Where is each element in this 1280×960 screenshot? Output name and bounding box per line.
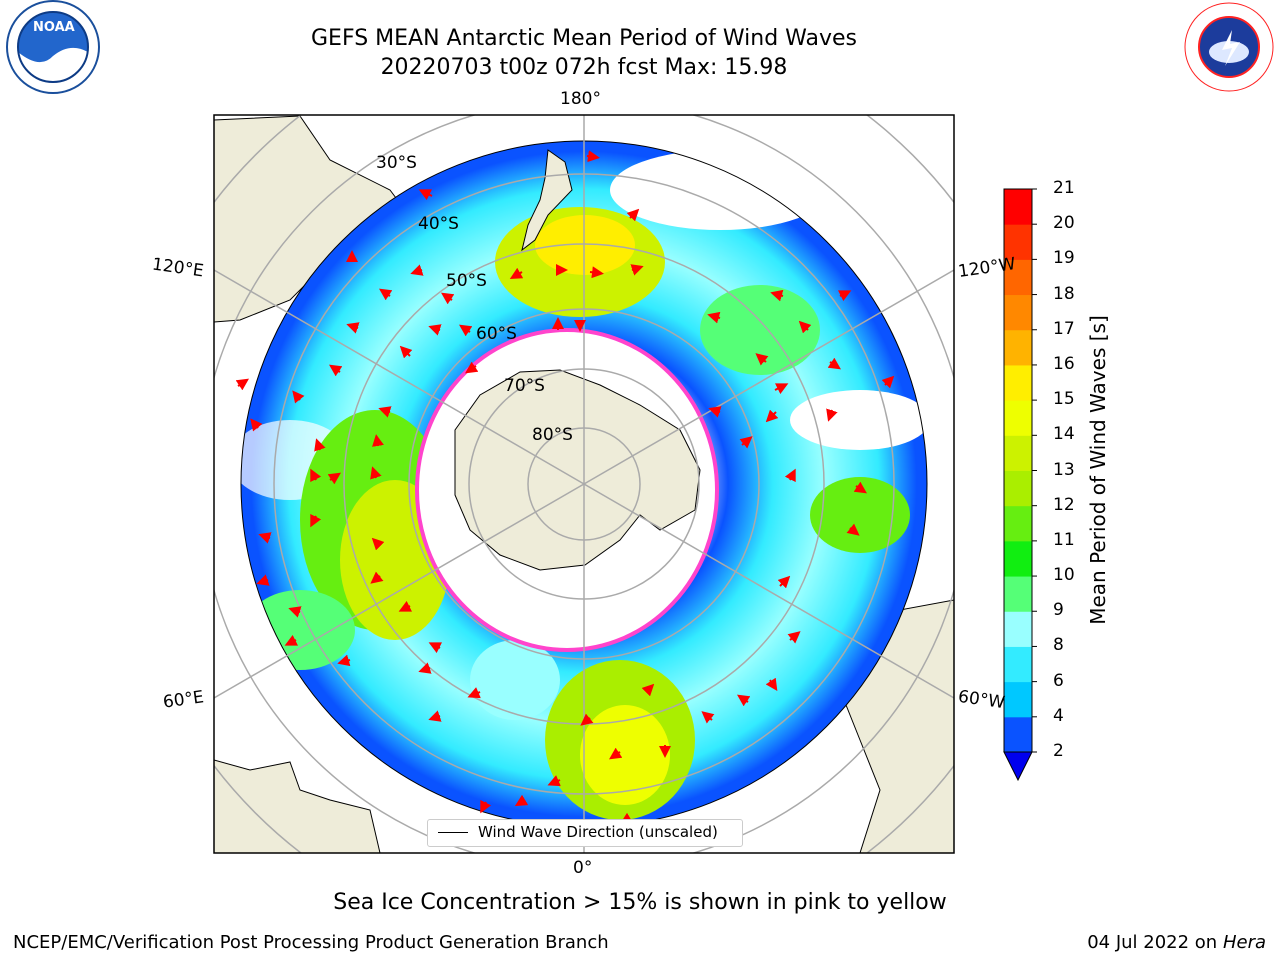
colorbar-segment	[1004, 294, 1032, 331]
lat-label-70s: 70°S	[504, 376, 545, 396]
colorbar-segment	[1004, 576, 1032, 612]
colorbar-extend-triangle	[1003, 751, 1033, 782]
legend-label: Wind Wave Direction (unscaled)	[478, 823, 718, 841]
map-frame	[213, 114, 955, 854]
colorbar-tick-label: 2	[1053, 741, 1064, 761]
colorbar-segment	[1004, 259, 1032, 296]
colorbar-tick-label: 10	[1053, 565, 1075, 586]
lat-label-40s: 40°S	[418, 214, 459, 234]
nws-logo	[1183, 1, 1275, 93]
colorbar-tick-label: 15	[1053, 389, 1075, 410]
colorbar	[1003, 188, 1037, 782]
colorbar-segment	[1004, 505, 1032, 542]
colorbar-tick-label: 17	[1053, 318, 1075, 339]
colorbar-segment	[1004, 435, 1032, 471]
lat-label-60s: 60°S	[476, 324, 517, 344]
footer-host: Hera	[1222, 932, 1266, 953]
colorbar-segment	[1004, 364, 1032, 401]
legend: Wind Wave Direction (unscaled)	[427, 819, 743, 847]
colorbar-tick-label: 6	[1053, 670, 1064, 691]
colorbar-tick-label: 19	[1053, 248, 1075, 269]
colorbar-segment	[1004, 224, 1032, 260]
colorbar-segment	[1004, 540, 1032, 577]
lon-label-180: 180°	[560, 89, 601, 109]
colorbar-tick-label: 8	[1053, 635, 1064, 656]
africa-land	[214, 759, 381, 853]
colorbar-tick-label: 16	[1053, 353, 1075, 374]
colorbar-tick-label: 9	[1053, 600, 1064, 621]
colorbar-tick-label: 18	[1053, 283, 1075, 304]
colorbar-segment	[1004, 470, 1032, 507]
footer-credit: NCEP/EMC/Verification Post Processing Pr…	[13, 932, 609, 953]
lat-label-50s: 50°S	[446, 271, 487, 291]
colorbar-tick-label: 11	[1053, 529, 1075, 550]
colorbar-segment	[1004, 400, 1032, 436]
colorbar-segment	[1004, 646, 1032, 683]
lat-label-80s: 80°S	[532, 425, 573, 445]
colorbar-segment	[1004, 611, 1032, 647]
colorbar-segment	[1004, 716, 1032, 753]
colorbar-tick-label: 20	[1053, 213, 1075, 234]
colorbar-label: Mean Period of Wind Waves [s]	[1086, 315, 1110, 625]
colorbar-segment	[1004, 189, 1032, 225]
colorbar-tick-label: 4	[1053, 705, 1064, 726]
colorbar-tick-label: 14	[1053, 424, 1075, 445]
noaa-logo-text: NOAA	[33, 20, 75, 35]
wind-wave-direction-arrows	[235, 150, 895, 825]
colorbar-tick-label: 21	[1053, 178, 1075, 198]
colorbar-segment	[1004, 681, 1032, 718]
legend-line-sample	[438, 832, 468, 833]
lon-label-0: 0°	[573, 858, 593, 878]
noaa-logo	[6, 0, 100, 94]
antarctica-land	[454, 369, 701, 571]
chart-subtitle: 20220703 t00z 072h fcst Max: 15.98	[380, 55, 788, 80]
colorbar-tick-label: 12	[1053, 494, 1075, 515]
footer-date: 04 Jul 2022 on Hera	[1087, 932, 1266, 953]
footer-date-text: 04 Jul 2022 on	[1087, 932, 1223, 953]
colorbar-tick-label: 13	[1053, 459, 1075, 480]
colorbar-segment	[1004, 329, 1032, 366]
lat-label-30s: 30°S	[376, 153, 417, 173]
chart-title: GEFS MEAN Antarctic Mean Period of Wind …	[311, 26, 857, 51]
graticule	[214, 115, 954, 853]
sea-ice-caption: Sea Ice Concentration > 15% is shown in …	[333, 890, 947, 915]
